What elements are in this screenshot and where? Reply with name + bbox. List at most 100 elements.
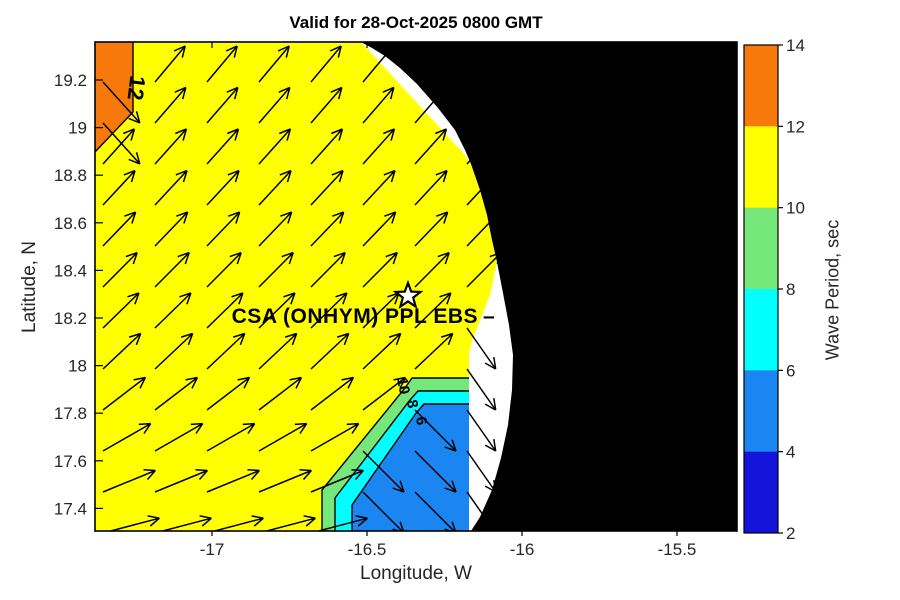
map-area xyxy=(95,42,737,531)
quiver-arrow xyxy=(206,169,240,206)
quiver-arrow xyxy=(206,251,242,288)
y-tick-label: 19 xyxy=(68,119,87,138)
quiver-arrow xyxy=(154,468,208,493)
quiver-arrow xyxy=(414,169,448,206)
quiver-arrow xyxy=(362,211,397,247)
quiver-arrow xyxy=(414,332,454,370)
colorbar-label: Wave Period, sec xyxy=(822,219,843,361)
quiver-arrow xyxy=(466,327,497,370)
colorbar-band-10-12 xyxy=(744,126,778,209)
quiver-arrow xyxy=(206,468,260,493)
quiver-arrow xyxy=(206,332,246,370)
quiver-arrow xyxy=(258,332,298,370)
quiver-arrow xyxy=(206,86,239,124)
quiver-arrow xyxy=(310,468,364,493)
station-label-dash: – xyxy=(483,305,495,328)
quiver-arrow xyxy=(206,45,238,83)
quiver-arrow xyxy=(258,376,303,411)
quiver-arrow xyxy=(362,450,405,493)
quiver-arrow xyxy=(414,292,452,329)
quiver-arrow xyxy=(362,332,402,370)
quiver-arrow xyxy=(414,211,449,247)
contour-line-10 xyxy=(321,377,469,531)
quiver-arrow xyxy=(154,211,189,247)
quiver-arrow xyxy=(258,468,312,493)
quiver-arrow xyxy=(258,211,293,247)
quiver-arrow xyxy=(154,332,194,370)
colorbar-tick-label: 14 xyxy=(786,36,805,55)
colorbar-tick-label: 6 xyxy=(786,361,795,380)
quiver-arrow xyxy=(154,45,186,83)
colorbar-band-2-4 xyxy=(744,451,778,534)
quiver-arrow xyxy=(154,376,199,411)
colorbar-tick-label: 10 xyxy=(786,199,805,218)
quiver-arrow xyxy=(258,251,294,288)
quiver-arrow xyxy=(102,376,147,411)
quiver-arrow xyxy=(310,211,345,247)
quiver-arrow xyxy=(258,86,291,124)
quiver-arrow xyxy=(310,332,350,370)
quiver-arrow xyxy=(362,86,395,124)
quiver-arrow xyxy=(102,251,138,288)
station-label: CSA (ONHYM) PPL EBS xyxy=(231,305,478,328)
y-tick-label: 18 xyxy=(68,357,87,376)
quiver-arrow xyxy=(414,450,457,493)
quiver-arrow xyxy=(206,128,240,165)
quiver-arrow xyxy=(102,211,137,247)
contour-label-10: 10 xyxy=(393,376,413,396)
y-tick-label: 18.2 xyxy=(54,309,87,328)
x-tick-label: -16 xyxy=(510,540,535,559)
colorbar-tick-label: 2 xyxy=(786,524,795,543)
quiver-arrow xyxy=(310,128,344,165)
y-tick-label: 18.4 xyxy=(54,261,87,280)
colorbar-band-4-6 xyxy=(744,370,778,453)
quiver-arrow xyxy=(310,251,346,288)
x-tick-label: -16.5 xyxy=(348,540,387,559)
y-tick-label: 17.8 xyxy=(54,404,87,423)
quiver-arrow xyxy=(154,128,188,165)
quiver-arrow xyxy=(414,491,457,531)
axis-ticks xyxy=(95,42,678,536)
quiver-arrow xyxy=(206,422,256,452)
quiver-arrow xyxy=(310,86,343,124)
y-tick-label: 17.4 xyxy=(54,499,87,518)
quiver-arrow xyxy=(310,292,348,329)
quiver-arrow xyxy=(414,251,450,288)
colorbar-tick-label: 4 xyxy=(786,443,795,462)
quiver-arrow xyxy=(154,86,187,124)
quiver-arrow xyxy=(258,45,290,83)
region-period-6-8 xyxy=(335,391,469,531)
contour-line-8 xyxy=(334,390,469,531)
contour-line-12 xyxy=(95,42,134,153)
quiver-arrow xyxy=(362,251,398,288)
region-period-10-12 xyxy=(95,42,497,531)
quiver-arrow xyxy=(258,292,296,329)
quiver-arrow xyxy=(258,422,308,452)
colorbar-band-12-14 xyxy=(744,45,778,127)
y-axis-label: Latitude, N xyxy=(19,241,40,333)
quiver-arrow xyxy=(102,468,156,493)
quiver-arrow xyxy=(154,251,190,288)
quiver-arrow xyxy=(414,128,448,165)
quiver-arrow xyxy=(154,422,204,452)
y-tick-label: 18.8 xyxy=(54,166,87,185)
quiver-arrow xyxy=(414,409,457,452)
colorbar-band-8-10 xyxy=(744,207,778,290)
colorbar-tick-label: 12 xyxy=(786,117,805,136)
station-star-marker xyxy=(392,279,424,310)
colorbar-band-6-8 xyxy=(744,289,778,371)
quiver-arrow xyxy=(206,292,244,329)
colorbar: 14 12 10 8 6 4 2 xyxy=(743,36,805,543)
quiver-arrow xyxy=(102,169,136,206)
quiver-arrow xyxy=(102,332,142,370)
quiver-arrow xyxy=(102,81,141,124)
quiver-arrow xyxy=(310,422,360,452)
x-tick-label: -15.5 xyxy=(658,540,697,559)
quiver-arrow xyxy=(362,169,396,206)
quiver-arrow xyxy=(102,422,152,452)
land-mask xyxy=(361,42,737,531)
x-tick-label: -17 xyxy=(200,540,225,559)
quiver-arrow xyxy=(310,45,342,83)
